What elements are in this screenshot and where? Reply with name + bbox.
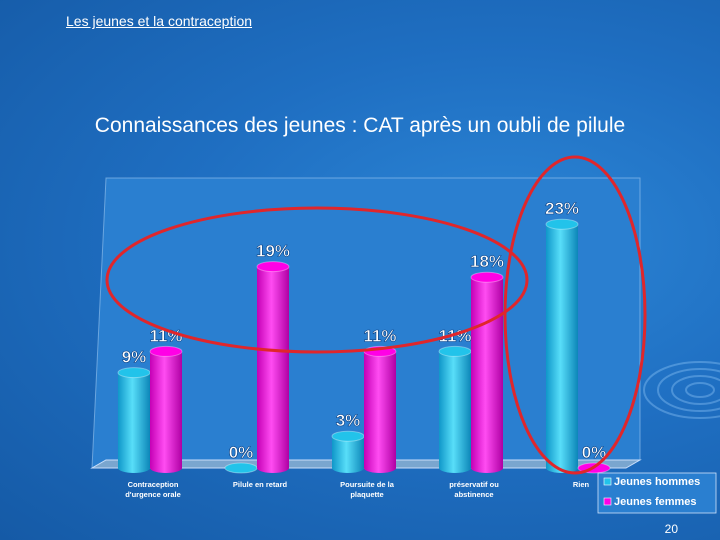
legend-label-men: Jeunes hommes: [614, 476, 700, 488]
legend-swatch-women: [603, 497, 612, 506]
category-label-1-line-2: d'urgence orale: [125, 490, 181, 499]
water-ripple-decoration: [643, 361, 720, 419]
bar-top-men-1: [117, 367, 151, 379]
category-label-3-line-2: plaquette: [350, 490, 383, 499]
data-label-women-5: 0%: [582, 443, 607, 462]
bar-men-5: [546, 224, 578, 473]
highlight-ellipses: [105, 155, 647, 475]
highlight-ellipse-horizontal: [105, 206, 529, 354]
slide-title: Connaissances des jeunes : CAT après un …: [94, 114, 626, 137]
data-label-men-3: 3%: [336, 411, 361, 430]
bar-women-3: [364, 351, 396, 473]
data-label-women-2: 19%: [256, 242, 290, 261]
data-label-men-1: 9%: [122, 348, 147, 367]
legend: Jeunes hommes Jeunes femmes: [597, 472, 717, 514]
category-label-2-line-1: Pilule en retard: [233, 480, 288, 489]
category-label-4-line-1: préservatif ou: [449, 480, 499, 489]
bar-women-1: [150, 351, 182, 473]
bar-top-women-2: [256, 261, 290, 273]
category-label-3-line-1: Poursuite de la: [340, 480, 395, 489]
slide-number: 20: [664, 522, 678, 536]
bar-top-women-1: [149, 345, 183, 357]
bar-women-2: [257, 266, 289, 473]
category-label-1-line-1: Contraception: [128, 480, 179, 489]
bar-women-4: [471, 277, 503, 473]
legend-label-women: Jeunes femmes: [614, 496, 697, 508]
data-labels: 9%11%0%19%3%11% 11%18%23%0%: [121, 199, 607, 462]
bar-top-women-4: [470, 271, 504, 283]
data-label-men-2: 0%: [229, 443, 254, 462]
data-label-women-4: 18%: [470, 252, 504, 271]
category-label-5-line-1: Rien: [573, 480, 590, 489]
data-label-women-1: 11%: [149, 326, 182, 345]
highlight-ellipse-vertical: [503, 155, 647, 475]
bar-men-1: [118, 372, 150, 473]
legend-swatch-men: [603, 477, 612, 486]
bar-men-4: [439, 351, 471, 473]
data-label-women-3: 11%: [363, 326, 396, 345]
bars: [117, 218, 611, 474]
bar-top-men-2: [224, 462, 258, 474]
bar-top-men-3: [331, 430, 365, 442]
bar-top-men-5: [545, 218, 579, 230]
category-label-4-line-2: abstinence: [454, 490, 493, 499]
bar-top-men-4: [438, 345, 472, 357]
bar-men-3: [332, 436, 364, 473]
top-title: Les jeunes et la contraception: [66, 13, 253, 29]
data-label-men-5: 23%: [545, 199, 579, 218]
legend-box: [597, 472, 717, 514]
